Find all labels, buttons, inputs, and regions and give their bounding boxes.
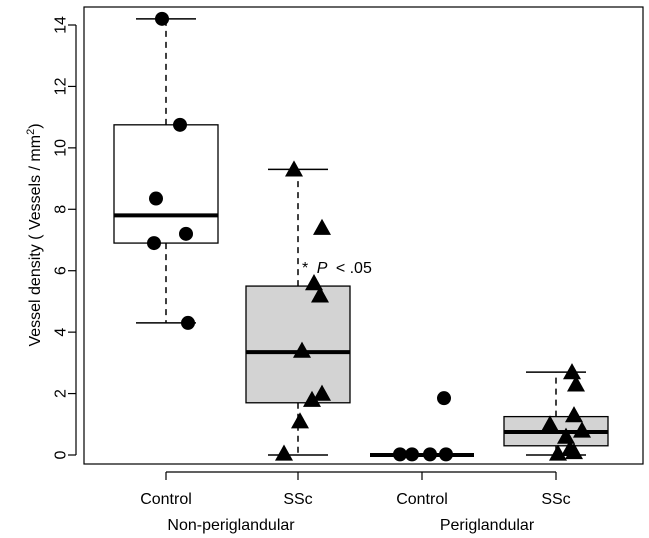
y-axis: 0 2 4 6 8 10 12 14 <box>53 16 77 459</box>
y-tick-label: 0 <box>53 450 70 459</box>
data-point-triangle <box>565 406 583 423</box>
data-point-triangle <box>291 412 309 429</box>
data-point-circle <box>405 447 419 462</box>
data-point-triangle <box>565 442 583 460</box>
x-tick-label: Control <box>396 491 448 508</box>
plot-frame <box>83 6 644 465</box>
significance-p: P <box>317 260 328 277</box>
boxes-layer <box>113 18 609 457</box>
y-axis-title-close: ) <box>27 123 44 128</box>
y-axis-title-main: Vessel density ( Vessels / mm <box>27 135 44 347</box>
y-tick-label: 4 <box>53 328 70 337</box>
significance-threshold: < .05 <box>336 260 372 277</box>
data-point-circle <box>181 315 195 330</box>
y-tick-label: 6 <box>53 266 70 275</box>
data-point-circle <box>437 391 451 406</box>
y-tick-label: 14 <box>53 16 70 34</box>
data-point-triangle <box>549 444 567 461</box>
data-point-triangle <box>313 384 331 401</box>
data-point-circle <box>393 447 407 462</box>
box-4 <box>503 371 609 456</box>
box-1 <box>113 18 219 324</box>
data-point-triangle <box>557 427 575 444</box>
box-iqr <box>113 124 219 244</box>
x-tick-label: SSc <box>541 491 570 508</box>
data-point-triangle <box>563 363 581 380</box>
data-point-triangle <box>303 390 321 407</box>
y-tick-label: 8 <box>53 205 70 214</box>
y-axis-title: Vessel density ( Vessels / mm2) <box>25 123 44 346</box>
data-point-circle <box>149 191 163 206</box>
y-tick-label: 12 <box>53 77 70 95</box>
x-axis: Control SSc Control SSc <box>140 471 571 508</box>
data-point-circle <box>155 11 169 26</box>
box-iqr <box>245 285 351 404</box>
significance-annotation: * P < .05 <box>302 260 372 277</box>
data-point-circle <box>423 447 437 462</box>
significance-star: * <box>302 260 308 277</box>
y-tick-label: 10 <box>53 139 70 157</box>
data-point-triangle <box>541 415 559 432</box>
x-tick-label: Control <box>140 491 192 508</box>
data-point-circle <box>439 447 453 462</box>
data-point-triangle <box>567 375 585 392</box>
group-label-non-periglandular: Non-periglandular <box>167 517 295 534</box>
data-point-triangle <box>313 218 331 235</box>
y-axis-title-superscript: 2 <box>25 129 37 135</box>
x-tick-label: SSc <box>283 491 312 508</box>
data-point-triangle <box>311 286 329 303</box>
data-point-triangle <box>573 421 591 438</box>
group-label-periglandular: Periglandular <box>440 517 535 534</box>
points-layer <box>147 11 591 462</box>
data-point-triangle <box>285 160 303 177</box>
data-point-triangle <box>275 444 293 461</box>
data-point-circle <box>179 226 193 241</box>
data-point-triangle <box>293 341 311 358</box>
box-2 <box>245 168 351 456</box>
y-tick-label: 2 <box>53 389 70 398</box>
data-point-circle <box>147 236 161 251</box>
data-point-triangle <box>305 274 323 291</box>
data-point-circle <box>173 117 187 132</box>
